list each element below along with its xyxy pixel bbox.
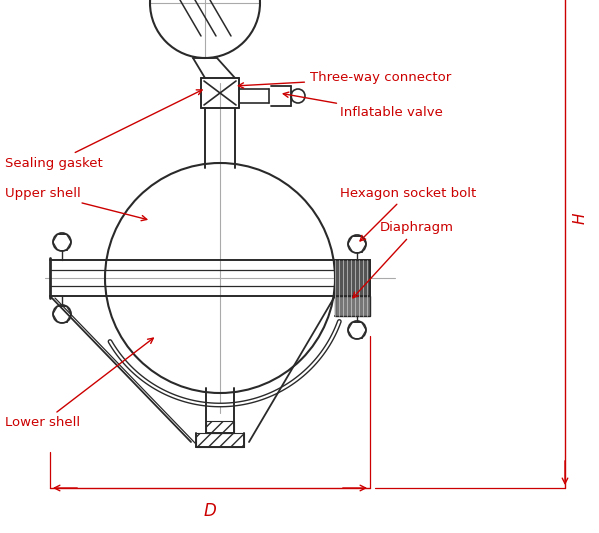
Text: Inflatable valve: Inflatable valve — [283, 92, 443, 119]
Text: Pressure gauge: Pressure gauge — [0, 532, 1, 533]
Text: D: D — [204, 502, 216, 520]
Bar — [196, 433, 244, 447]
Text: Diaphragm: Diaphragm — [353, 222, 454, 298]
Text: Sealing gasket: Sealing gasket — [5, 90, 202, 169]
Text: Three-way connector: Three-way connector — [238, 71, 451, 88]
Text: Lower shell: Lower shell — [5, 338, 153, 430]
Text: Hexagon socket bolt: Hexagon socket bolt — [340, 187, 476, 241]
Bar — [335, 260, 370, 296]
Text: Upper shell: Upper shell — [5, 187, 147, 221]
Text: H: H — [573, 212, 588, 224]
Bar — [206, 421, 234, 433]
Bar — [335, 296, 370, 316]
